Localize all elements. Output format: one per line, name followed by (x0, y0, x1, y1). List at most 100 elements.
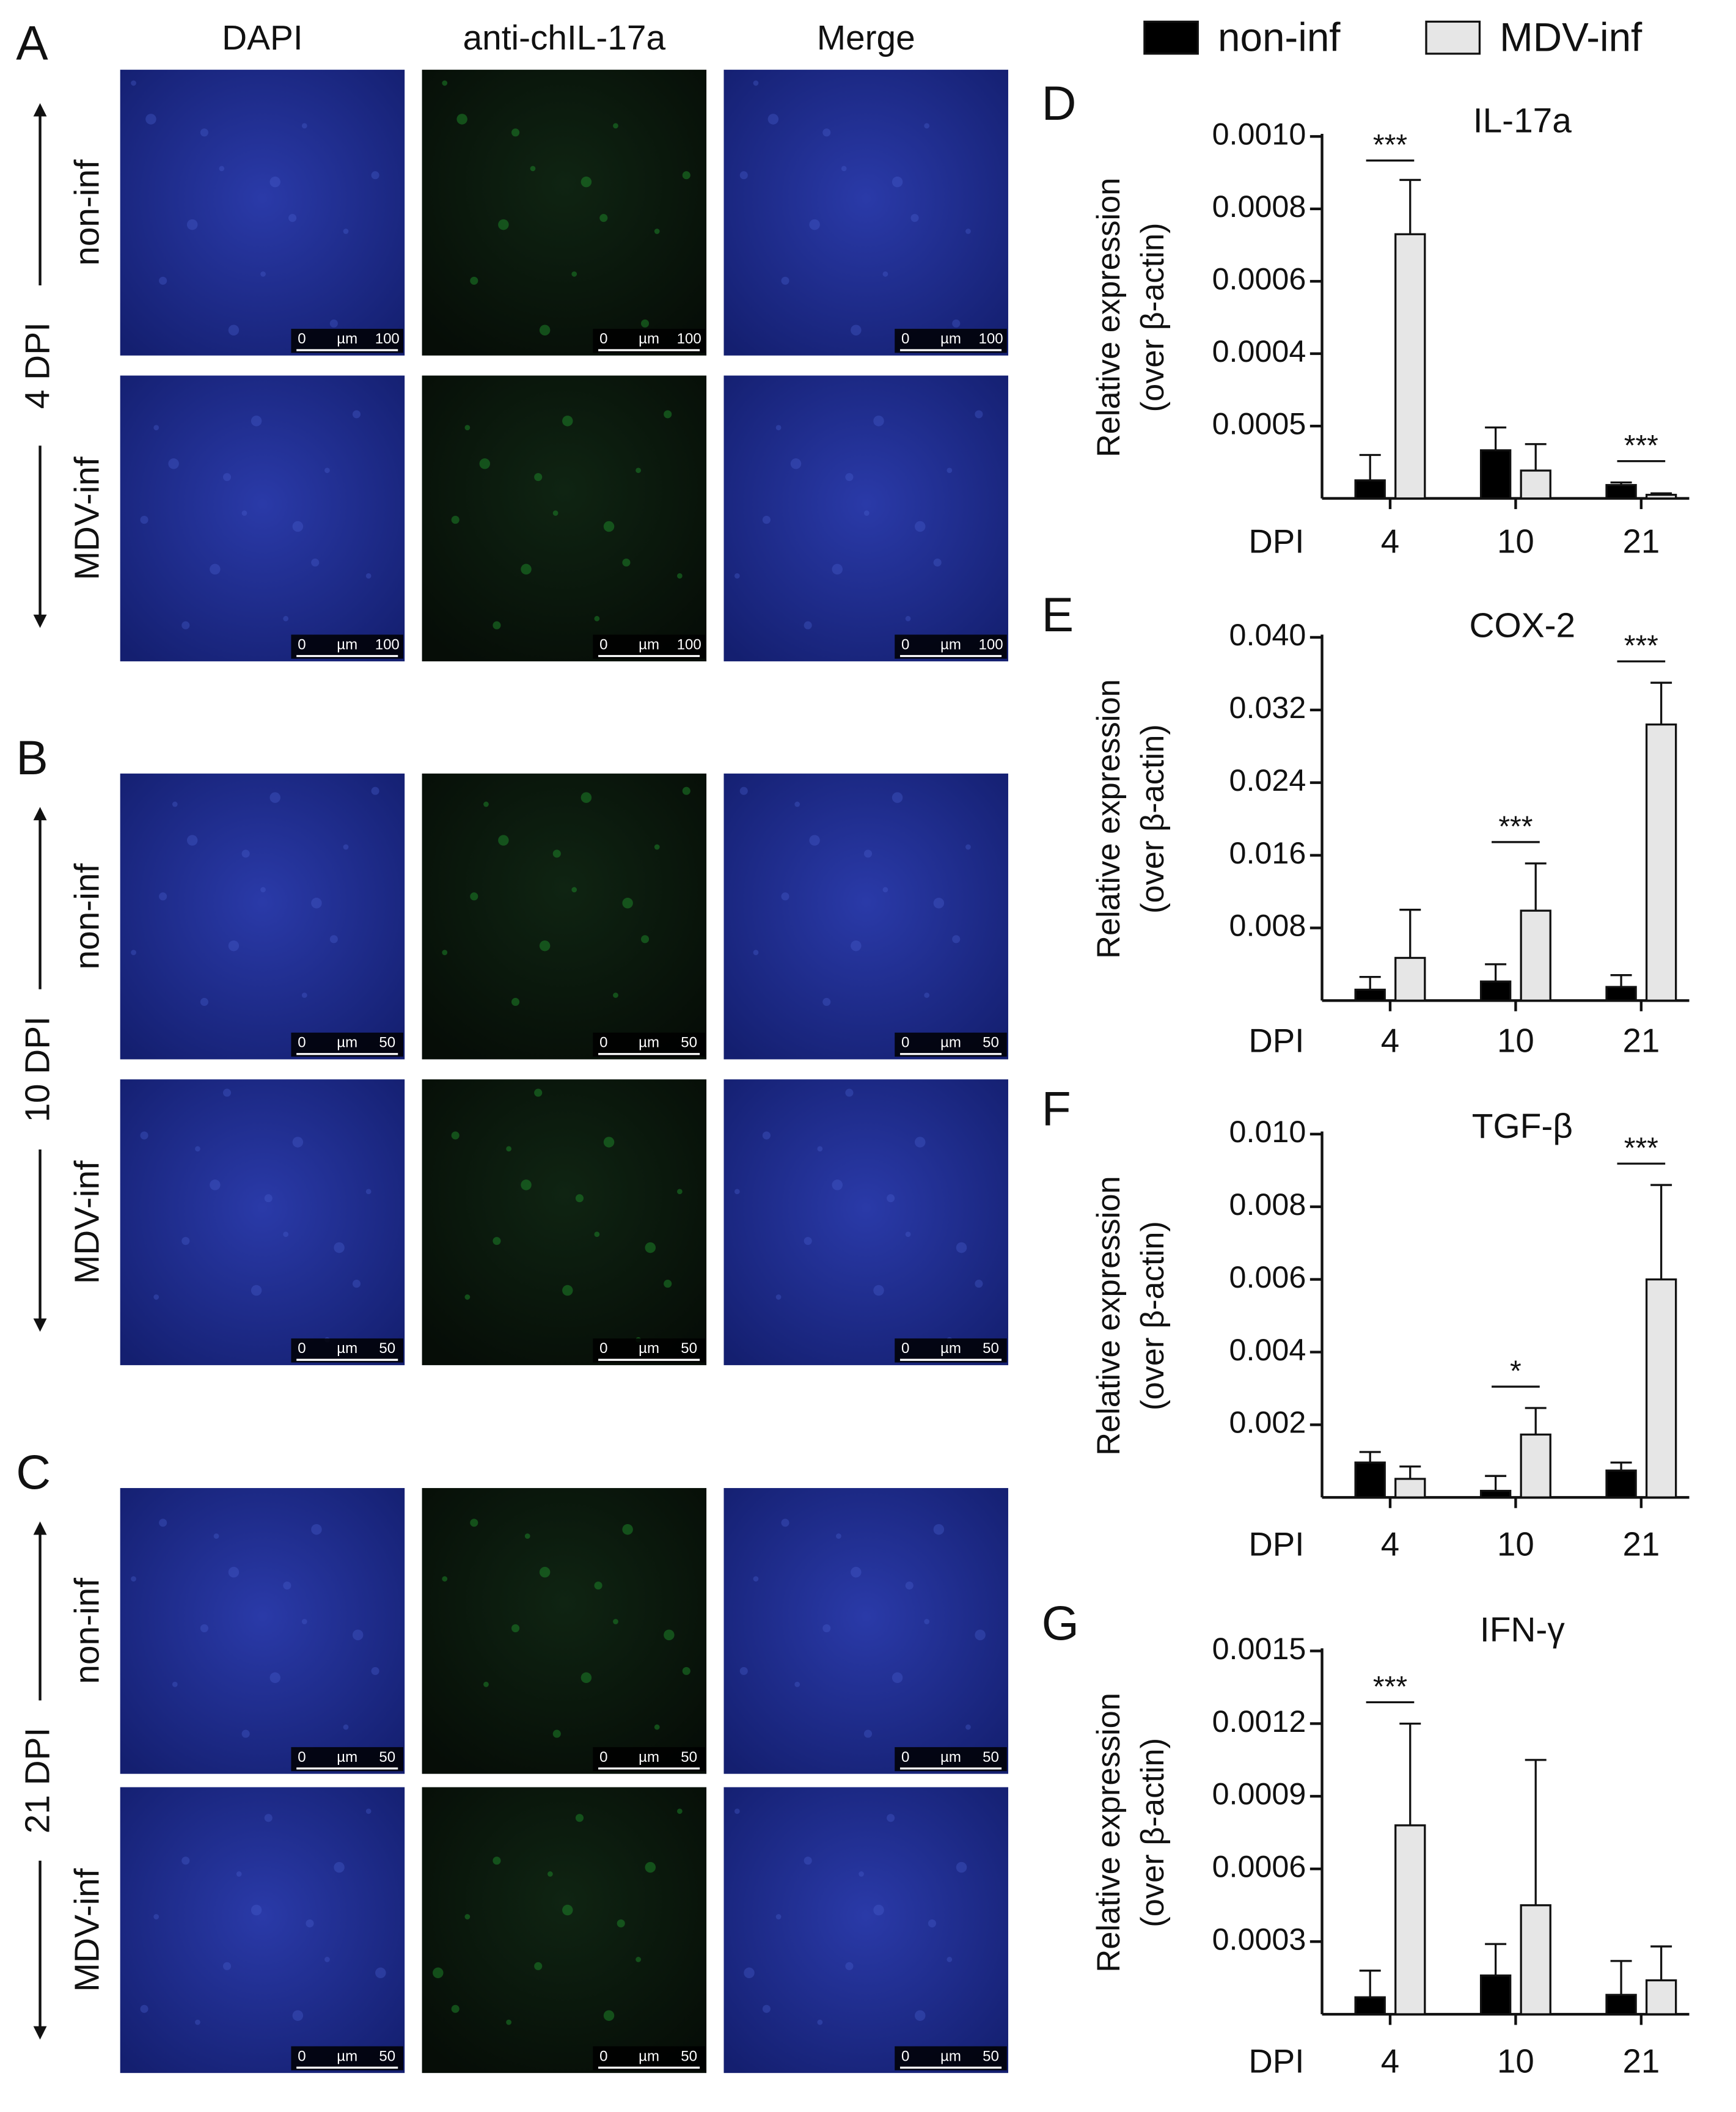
cell (195, 1146, 200, 1152)
scale-box (895, 1032, 1007, 1057)
scale-label: 0 (901, 1035, 909, 1051)
cell (575, 1814, 584, 1822)
cell (131, 1576, 136, 1582)
cell (172, 1681, 178, 1687)
cell (260, 887, 266, 893)
cell (219, 166, 225, 172)
x-tick-label: 4 (1381, 1526, 1399, 1563)
cell (928, 1919, 936, 1927)
cell (292, 521, 304, 532)
cell (753, 1576, 759, 1582)
cell (775, 1914, 782, 1920)
scale-box (895, 1338, 1007, 1363)
cell (306, 1919, 314, 1927)
cell (241, 1729, 250, 1738)
cell (580, 792, 592, 803)
cell (324, 468, 330, 474)
cell (506, 1146, 512, 1152)
cell (539, 324, 551, 336)
cell (640, 935, 650, 944)
bar (1394, 956, 1426, 1002)
y-tick-label: 0.032 (1229, 691, 1306, 725)
cell (365, 1808, 372, 1814)
cell (599, 214, 608, 222)
cell (571, 271, 577, 277)
dpi-label: 4 DPI (19, 322, 57, 409)
cell (324, 1957, 330, 1962)
cell (451, 2004, 460, 2013)
cell (442, 1576, 448, 1582)
cell (734, 1808, 740, 1814)
cell (645, 1861, 656, 1873)
cell (580, 176, 592, 188)
cell (863, 1729, 873, 1738)
cell (329, 935, 338, 944)
y-tick-label: 0.008 (1229, 909, 1306, 943)
cell (470, 1519, 478, 1527)
cell (613, 992, 618, 998)
cell (762, 2004, 771, 2013)
cell (269, 1672, 280, 1684)
cell (617, 1919, 625, 1927)
row-label: MDV-inf (68, 1160, 106, 1284)
cell (236, 1871, 242, 1877)
cell (914, 1137, 926, 1148)
cell (153, 425, 159, 431)
cell (288, 214, 297, 222)
cell (140, 2004, 148, 2013)
scale-label: 0 (901, 2048, 909, 2064)
cell (131, 80, 136, 86)
cell (470, 276, 478, 285)
panel-letter: E (1042, 588, 1074, 642)
scale-box (291, 1032, 403, 1057)
scale-label: µm (337, 2048, 357, 2064)
cell (594, 615, 600, 622)
cell (343, 844, 349, 850)
cell (159, 1519, 167, 1527)
cell (571, 887, 577, 893)
scale-label: 0 (599, 331, 607, 347)
legend-swatch (1425, 20, 1481, 55)
cell (910, 214, 919, 222)
y-tick-label: 0.004 (1229, 1333, 1306, 1367)
scale-label: 100 (677, 636, 701, 653)
scale-box (895, 1747, 1007, 1772)
cell (269, 176, 280, 188)
scale-box (895, 2046, 1007, 2070)
cell (613, 123, 618, 129)
cell (676, 1808, 683, 1814)
micrograph (422, 773, 707, 1060)
cell (975, 410, 983, 419)
cell (464, 1294, 471, 1300)
scale-label: 0 (901, 1340, 909, 1357)
cell (832, 1179, 843, 1190)
cell (851, 940, 862, 952)
cell (292, 1137, 304, 1148)
cell (552, 849, 561, 858)
cell (822, 997, 831, 1007)
scale-box (291, 1747, 403, 1772)
x-axis-label: DPI (1248, 522, 1304, 560)
cell (283, 1581, 291, 1590)
cell (493, 621, 501, 629)
bar (1479, 1974, 1512, 2015)
cell (775, 1294, 782, 1300)
scale-label: µm (337, 1035, 357, 1051)
cell (905, 1581, 914, 1590)
cell (739, 171, 748, 180)
x-tick-label: 21 (1622, 522, 1660, 560)
cell (251, 1285, 262, 1296)
cell (530, 166, 536, 172)
y-tick-label: 0.010 (1229, 1115, 1306, 1149)
cell (753, 80, 759, 86)
cell (264, 1194, 273, 1203)
cell (575, 1194, 584, 1203)
dpi-label: 10 DPI (19, 1016, 57, 1123)
cell (603, 521, 615, 532)
cell (181, 1237, 190, 1245)
scale-box (895, 634, 1007, 659)
cell (451, 516, 460, 524)
row-label: MDV-inf (68, 1868, 106, 1992)
cell (580, 1672, 592, 1684)
